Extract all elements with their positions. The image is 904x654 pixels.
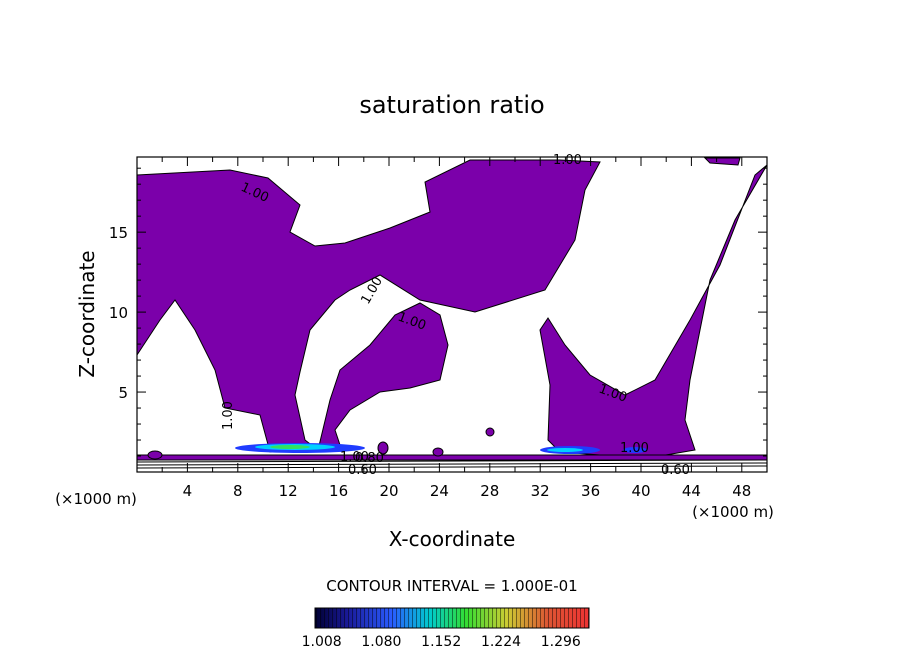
contour-label-2: 1.00 <box>553 153 582 168</box>
contour-interval-text: CONTOUR INTERVAL = 1.000E-01 <box>326 577 577 595</box>
colorbar-tick-label: 1.296 <box>541 634 581 650</box>
contour-label-7: 1.00 <box>620 441 649 456</box>
x-tick-label: 28 <box>480 482 499 500</box>
x-tick-label: 32 <box>531 482 550 500</box>
x-tick-label: 4 <box>183 482 193 500</box>
x-tick-label: 44 <box>682 482 701 500</box>
y-tick-label: 5 <box>118 384 128 402</box>
plot-frame <box>136 156 768 473</box>
x-tick-label: 24 <box>430 482 449 500</box>
colorbar-tick-label: 1.224 <box>481 634 521 650</box>
fill-region-right <box>539 164 768 457</box>
hotspot-right2-blue <box>623 447 647 453</box>
x-unit-right: (×1000 m) <box>692 503 774 521</box>
contour-label-11: 0.60 <box>661 463 690 478</box>
contour-label-8: 1.00 <box>340 450 369 465</box>
colorbar-tick-label: 1.008 <box>302 634 342 650</box>
colorbar-tick-label: 1.080 <box>361 634 401 650</box>
fill-region-top-right <box>703 157 741 166</box>
colorbar-frame <box>314 607 590 629</box>
x-axis: 4 8 12 16 20 24 28 32 36 40 44 48 <box>161 157 751 500</box>
x-tick-label: 20 <box>379 482 398 500</box>
colorbar-tick-label: 1.152 <box>421 634 461 650</box>
contour-label-5: 1.00 <box>221 401 236 430</box>
surface-contours <box>136 459 768 469</box>
fill-region-surface <box>136 454 768 461</box>
fill-blob-2 <box>432 447 444 457</box>
y-tick-label: 15 <box>109 224 128 242</box>
fill-region-left <box>136 159 601 453</box>
y-axis-label: Z-coordinate <box>75 250 99 377</box>
fill-region-center-lobe <box>317 302 449 451</box>
colorbar-ticks: 1.008 1.080 1.152 1.224 1.296 <box>302 634 581 650</box>
contour-label-9: 0.80 <box>355 451 384 466</box>
y-tick-label: 10 <box>109 304 128 322</box>
hotspot-right-cyan <box>547 448 583 452</box>
saturation-hotspots <box>235 443 647 454</box>
colorbar-stripes <box>315 608 589 628</box>
fill-blob-3 <box>485 427 495 437</box>
colorbar <box>314 607 590 629</box>
y-axis: 5 10 15 <box>109 167 767 457</box>
plot-area: 1.00 1.00 1.00 1.00 1.00 1.00 1.00 1.00 … <box>136 153 768 478</box>
x-tick-label: 40 <box>631 482 650 500</box>
hotspot-left-green <box>270 445 310 449</box>
x-axis-label: X-coordinate <box>389 527 516 551</box>
x-unit-left: (×1000 m) <box>55 490 137 508</box>
x-tick-label: 8 <box>233 482 243 500</box>
x-tick-label: 48 <box>732 482 751 500</box>
x-tick-label: 36 <box>581 482 600 500</box>
chart-title: saturation ratio <box>359 91 544 119</box>
fill-blob-1 <box>147 450 163 460</box>
contour-label-10: 0.60 <box>348 463 377 478</box>
fill-blob-4 <box>377 441 389 455</box>
x-tick-label: 16 <box>329 482 348 500</box>
x-tick-label: 12 <box>279 482 298 500</box>
